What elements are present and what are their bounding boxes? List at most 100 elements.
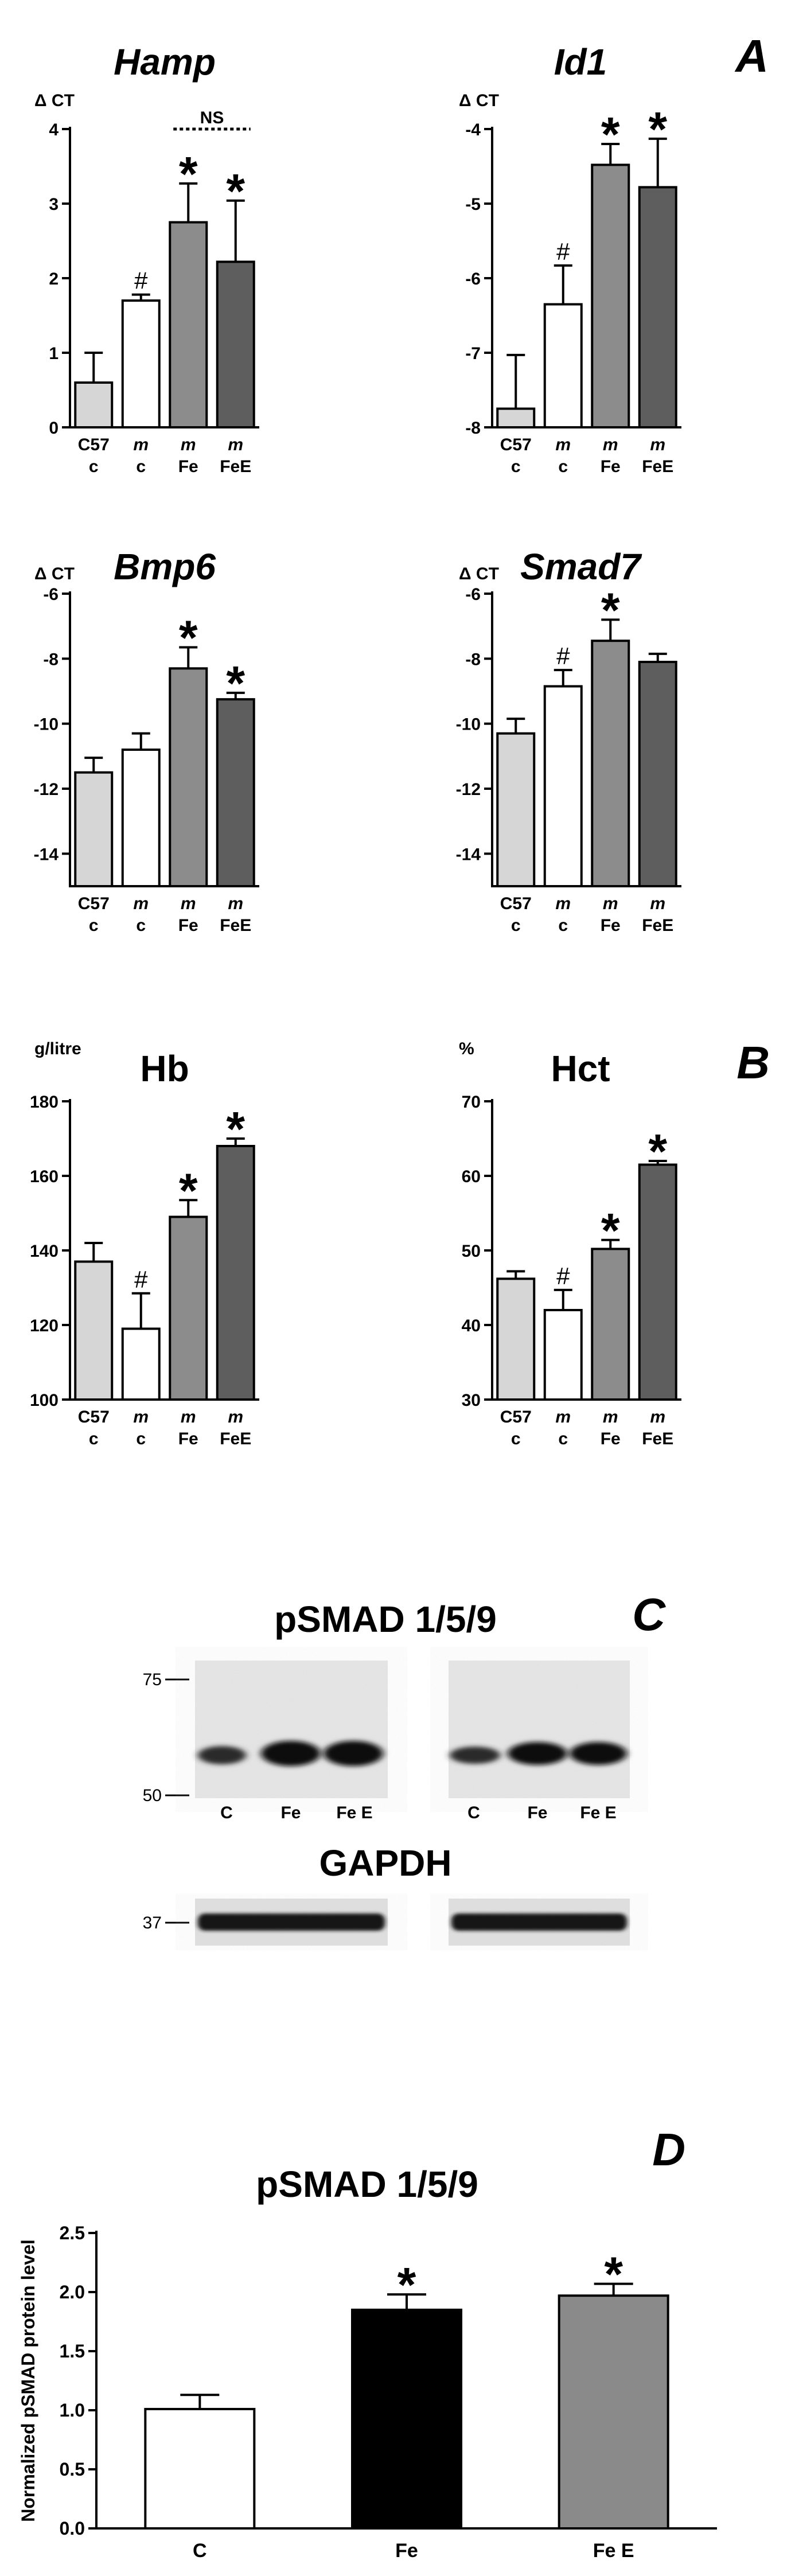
x-tick-label: FeE [220, 457, 251, 476]
x-tick-label: Fe [178, 916, 198, 935]
x-tick-label: Fe [601, 1429, 621, 1448]
y-tick-label: 1 [49, 344, 59, 363]
bar [169, 221, 208, 428]
bar [591, 163, 630, 428]
significance-hash: # [556, 238, 570, 265]
y-tick-label: 1.0 [60, 2400, 85, 2421]
significance-star: * [179, 1163, 198, 1217]
lane-label: Fe E [580, 1803, 616, 1822]
x-tick-label: c [511, 916, 521, 935]
x-tick-label: c [558, 1429, 568, 1448]
y-tick-label: -12 [456, 780, 481, 799]
significance-star: * [601, 583, 620, 637]
x-tick-label: FeE [642, 916, 673, 935]
bar [638, 661, 677, 887]
y-tick-label: -8 [465, 650, 481, 669]
x-tick-label: c [136, 457, 146, 476]
gapdh-membrane-right [449, 1899, 630, 1946]
x-tick-label: C57 [500, 894, 532, 913]
blot-band [450, 1747, 500, 1764]
significance-hash: # [556, 642, 570, 669]
bar [216, 1145, 255, 1401]
bar [169, 667, 208, 888]
bar [74, 771, 114, 887]
y-tick-label: 2.0 [60, 2282, 85, 2302]
y-tick-label: 4 [49, 120, 59, 139]
y-tick-label: -7 [465, 344, 481, 363]
y-axis-label: % [459, 1039, 474, 1058]
y-tick-label: 100 [30, 1391, 59, 1410]
blot-marker-50: 50 [143, 1786, 162, 1805]
y-axis-label: Δ CT [34, 91, 75, 110]
x-tick-label: C57 [78, 435, 110, 454]
blot-membrane-right [449, 1661, 630, 1798]
x-tick-label: Fe E [593, 2540, 634, 2562]
x-tick-label: m [603, 894, 618, 913]
bar [351, 2308, 462, 2530]
x-tick-label: m [228, 435, 243, 454]
y-tick-label: -8 [465, 419, 481, 438]
x-tick-label: c [136, 1429, 146, 1448]
y-tick-label: -6 [43, 585, 59, 604]
y-tick-label: -10 [34, 715, 59, 734]
x-tick-label: Fe [178, 457, 198, 476]
bar [74, 1260, 114, 1401]
x-tick-label: Fe [178, 1429, 198, 1448]
chart-title: Hamp [114, 41, 216, 83]
x-tick-label: m [228, 1408, 243, 1427]
lane-label: Fe [527, 1803, 547, 1822]
significance-star: * [397, 2258, 416, 2312]
significance-star: * [226, 1102, 245, 1156]
y-tick-label: 60 [462, 1167, 481, 1186]
y-tick-label: 160 [30, 1167, 59, 1186]
y-axis-label: Δ CT [459, 564, 499, 583]
significance-star: * [648, 1124, 667, 1178]
y-tick-label: -14 [34, 845, 59, 864]
x-tick-label: FeE [220, 1429, 251, 1448]
panel-letter-b: B [736, 1037, 770, 1088]
bar [543, 685, 583, 887]
blot-band [198, 1746, 246, 1764]
y-tick-label: 120 [30, 1316, 59, 1335]
chart-title: pSMAD 1/5/9 [256, 2164, 478, 2205]
y-tick-label: -12 [34, 780, 59, 799]
significance-star: * [601, 1203, 620, 1257]
bar [121, 1327, 161, 1401]
chart-title: Id1 [554, 41, 607, 83]
bar [216, 260, 255, 428]
significance-star: * [601, 107, 620, 161]
y-tick-label: 140 [30, 1242, 59, 1261]
significance-hash: # [134, 267, 148, 294]
y-tick-label: -14 [456, 845, 481, 864]
blot-band [198, 1914, 385, 1931]
y-tick-label: 1.5 [60, 2341, 85, 2361]
bar [638, 186, 677, 428]
blot-marker-37: 37 [143, 1914, 162, 1932]
bar [543, 303, 583, 428]
x-tick-label: m [555, 894, 571, 913]
x-tick-label: c [89, 1429, 99, 1448]
bar [558, 2294, 669, 2530]
bar [121, 299, 161, 428]
chart-title: Bmp6 [114, 546, 216, 587]
x-tick-label: C57 [500, 435, 532, 454]
x-tick-label: Fe [395, 2540, 418, 2562]
y-tick-label: -6 [465, 585, 481, 604]
bar [496, 407, 536, 428]
bar [496, 732, 536, 887]
x-tick-label: m [133, 1408, 149, 1427]
ns-label: NS [200, 108, 224, 127]
lane-label: Fe [280, 1803, 301, 1822]
y-axis-label: Normalized pSMAD protein level [18, 2239, 38, 2522]
y-axis-label: Δ CT [34, 564, 75, 583]
blot-band [261, 1741, 321, 1766]
y-tick-label: 30 [462, 1391, 481, 1410]
y-tick-label: -4 [465, 120, 481, 139]
x-tick-label: c [511, 457, 521, 476]
significance-star: * [648, 102, 667, 156]
western-blot: pSMAD 1/5/9 75 50 C Fe Fe E C Fe Fe E GA… [143, 1599, 630, 1946]
